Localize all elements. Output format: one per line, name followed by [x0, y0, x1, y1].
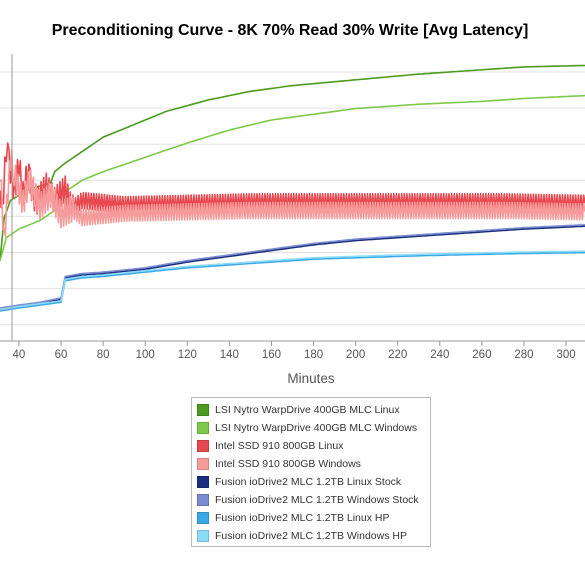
chart-legend: LSI Nytro WarpDrive 400GB MLC Linux LSI …	[191, 397, 431, 547]
legend-swatch	[197, 494, 209, 506]
series-line-intel-windows	[0, 148, 585, 238]
legend-item-intel-windows: Intel SSD 910 800GB Windows	[197, 455, 430, 473]
x-tick-label: 280	[514, 349, 533, 361]
x-tick-label: 40	[13, 349, 26, 361]
legend-item-lsi-windows: LSI Nytro WarpDrive 400GB MLC Windows	[197, 419, 430, 437]
legend-label: Fusion ioDrive2 MLC 1.2TB Windows Stock	[215, 494, 419, 506]
x-axis-label: Minutes	[287, 371, 335, 386]
x-tick-label: 140	[220, 349, 239, 361]
series-line-fusion-stock-linux	[0, 225, 585, 311]
x-tick-label: 240	[430, 349, 449, 361]
series-line-fusion-hp-linux	[0, 251, 585, 312]
legend-item-intel-linux: Intel SSD 910 800GB Linux	[197, 437, 430, 455]
legend-label: LSI Nytro WarpDrive 400GB MLC Windows	[215, 422, 418, 434]
legend-item-fusion-hp-windows: Fusion ioDrive2 MLC 1.2TB Windows HP	[197, 527, 430, 545]
x-tick-label: 100	[136, 349, 155, 361]
legend-label: Intel SSD 910 800GB Windows	[215, 458, 361, 470]
legend-swatch	[197, 476, 209, 488]
legend-swatch	[197, 440, 209, 452]
legend-item-fusion-stock-windows: Fusion ioDrive2 MLC 1.2TB Windows Stock	[197, 491, 430, 509]
legend-label: Fusion ioDrive2 MLC 1.2TB Linux HP	[215, 512, 390, 524]
series-line-fusion-hp-windows	[0, 250, 585, 311]
x-tick-label: 80	[97, 349, 110, 361]
x-tick-label: 180	[304, 349, 323, 361]
series-line-fusion-stock-windows	[0, 224, 585, 309]
legend-item-lsi-linux: LSI Nytro WarpDrive 400GB MLC Linux	[197, 401, 430, 419]
x-tick-label: 260	[472, 349, 491, 361]
x-tick-label: 160	[262, 349, 281, 361]
legend-item-fusion-hp-linux: Fusion ioDrive2 MLC 1.2TB Linux HP	[197, 509, 430, 527]
x-tick-label: 300	[556, 349, 575, 361]
x-tick-label: 200	[346, 349, 365, 361]
legend-item-fusion-stock-linux: Fusion ioDrive2 MLC 1.2TB Linux Stock	[197, 473, 430, 491]
series-group	[0, 64, 585, 312]
series-line-lsi-windows	[0, 94, 585, 261]
legend-label: LSI Nytro WarpDrive 400GB MLC Linux	[215, 404, 400, 416]
x-tick-label: 220	[388, 349, 407, 361]
legend-swatch	[197, 404, 209, 416]
legend-swatch	[197, 422, 209, 434]
chart-title: Preconditioning Curve - 8K 70% Read 30% …	[52, 22, 529, 39]
legend-swatch	[197, 530, 209, 542]
x-tick-label: 60	[55, 349, 68, 361]
legend-label: Intel SSD 910 800GB Linux	[215, 440, 344, 452]
x-tick-label: 120	[178, 349, 197, 361]
axes: 40 60 80 100 120 140 160 180 200 220 240 260 280 300	[0, 54, 585, 361]
legend-swatch	[197, 458, 209, 470]
legend-swatch	[197, 512, 209, 524]
series-line-lsi-linux	[0, 64, 585, 261]
legend-label: Fusion ioDrive2 MLC 1.2TB Linux Stock	[215, 476, 402, 488]
legend-label: Fusion ioDrive2 MLC 1.2TB Windows HP	[215, 530, 407, 542]
